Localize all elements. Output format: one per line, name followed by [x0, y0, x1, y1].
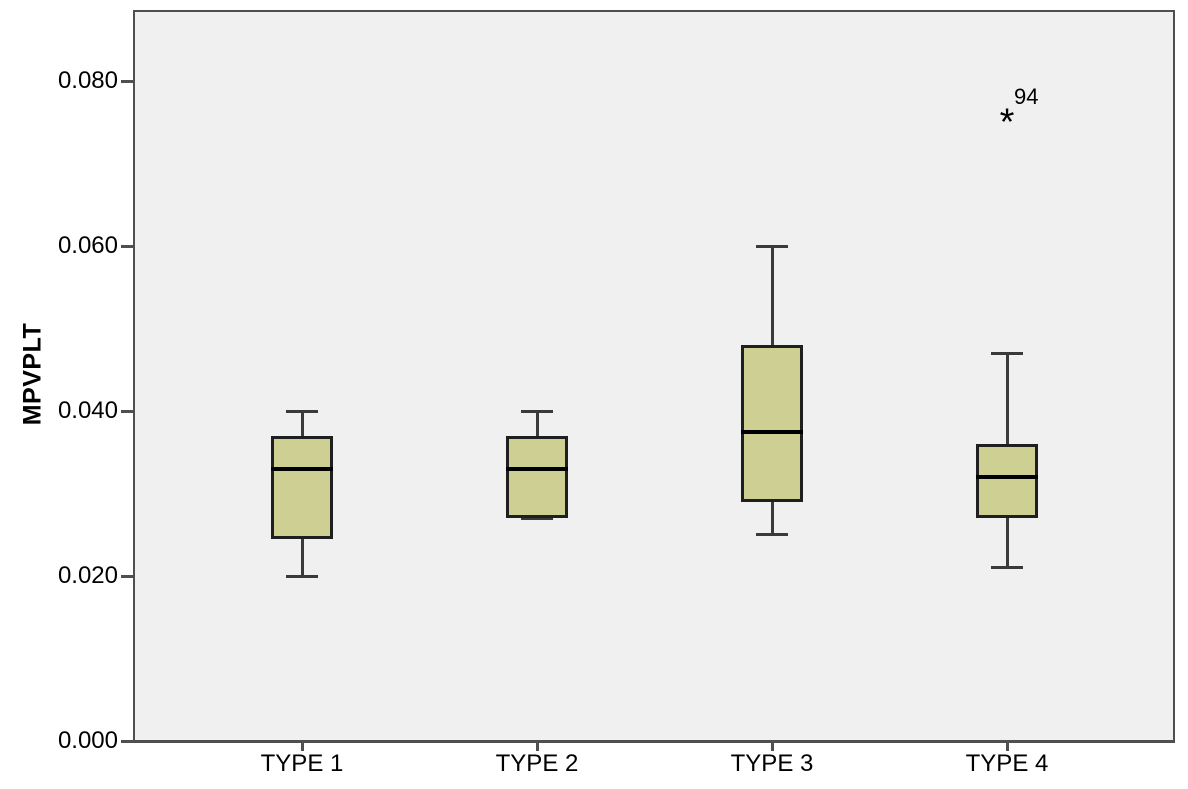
whisker-lower-cap: [991, 566, 1023, 570]
box-4: [976, 444, 1038, 519]
outlier-marker: *: [999, 101, 1015, 144]
whisker-lower-line: [300, 538, 304, 576]
whisker-upper-line: [300, 411, 304, 436]
y-tick-label: 0.080: [57, 67, 118, 94]
median-line: [741, 429, 803, 434]
whisker-lower-line: [770, 501, 774, 535]
whisker-upper-cap: [521, 409, 553, 413]
whisker-upper-line: [1005, 353, 1009, 444]
x-category-label: TYPE 4: [965, 750, 1049, 777]
whisker-lower-line: [1005, 518, 1009, 568]
whisker-upper-cap: [756, 244, 788, 248]
x-tick-mark: [535, 743, 539, 751]
y-tick-label: 0.000: [57, 727, 118, 754]
x-tick-mark: [300, 743, 304, 751]
y-tick-label: 0.060: [57, 232, 118, 259]
outlier-label: 94: [1014, 84, 1039, 109]
whisker-lower-cap: [521, 516, 553, 520]
y-tick-label: 0.040: [57, 397, 118, 424]
whisker-upper-cap: [286, 409, 318, 413]
y-tick-mark: [121, 574, 133, 578]
box-3: [741, 345, 803, 502]
y-tick-mark: [121, 79, 133, 83]
y-tick-mark: [121, 739, 133, 743]
whisker-upper-line: [535, 411, 539, 436]
whisker-lower-cap: [286, 574, 318, 578]
x-category-label: TYPE 1: [260, 750, 344, 777]
median-line: [506, 466, 568, 471]
x-category-label: TYPE 3: [730, 750, 814, 777]
median-line: [976, 475, 1038, 479]
y-tick-mark: [121, 244, 133, 248]
whisker-upper-cap: [991, 351, 1023, 355]
box-1: [271, 435, 333, 539]
y-tick-label: 0.020: [57, 562, 118, 589]
whisker-upper-line: [770, 246, 774, 345]
plot-area: [133, 10, 1175, 743]
x-category-label: TYPE 2: [495, 750, 579, 777]
y-tick-mark: [121, 409, 133, 413]
whisker-lower-cap: [756, 533, 788, 537]
x-tick-mark: [770, 743, 774, 751]
median-line: [271, 466, 333, 471]
box-2: [506, 435, 568, 519]
x-tick-mark: [1005, 743, 1009, 751]
